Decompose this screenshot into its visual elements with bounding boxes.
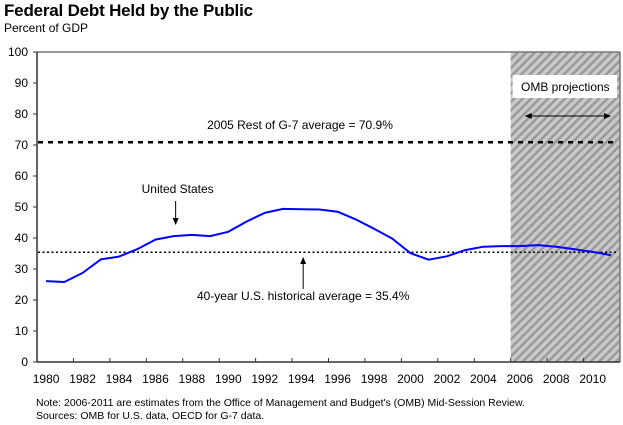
y-tick-label: 50 (15, 200, 29, 214)
projections-label: OMB projections (521, 80, 610, 94)
x-tick-label: 1990 (215, 372, 242, 386)
x-tick-label: 2002 (434, 372, 461, 386)
x-tick-label: 1988 (179, 372, 206, 386)
y-tick-label: 10 (15, 324, 29, 338)
y-tick-label: 0 (21, 355, 28, 369)
footnote-sources: Sources: OMB for U.S. data, OECD for G-7… (36, 410, 265, 422)
y-tick-label: 40 (15, 231, 29, 245)
x-tick-label: 1996 (324, 372, 351, 386)
g7-average-label: 2005 Rest of G-7 average = 70.9% (207, 118, 393, 132)
y-tick-label: 100 (8, 45, 28, 59)
x-tick-label: 1994 (288, 372, 315, 386)
x-tick-label: 2004 (470, 372, 497, 386)
projections-label-box (512, 75, 617, 98)
x-tick-label: 1982 (69, 372, 96, 386)
x-tick-label: 1986 (142, 372, 169, 386)
y-tick-label: 70 (15, 138, 29, 152)
x-tick-label: 2006 (506, 372, 533, 386)
x-tick-label: 1984 (106, 372, 133, 386)
chart-title: Federal Debt Held by the Public (4, 1, 253, 20)
chart-subtitle: Percent of GDP (4, 21, 89, 35)
historical-average-label: 40-year U.S. historical average = 35.4% (197, 289, 410, 303)
x-tick-label: 1980 (33, 372, 60, 386)
projection-shaded-region (510, 52, 620, 362)
x-tick-label: 1998 (361, 372, 388, 386)
y-tick-label: 30 (15, 262, 29, 276)
x-tick-label: 2010 (579, 372, 606, 386)
footnote-note: Note: 2006-2011 are estimates from the O… (36, 397, 525, 409)
y-tick-label: 60 (15, 169, 29, 183)
y-tick-label: 80 (15, 107, 29, 121)
x-tick-label: 1992 (251, 372, 278, 386)
y-tick-label: 20 (15, 293, 29, 307)
united-states-label: United States (142, 182, 214, 196)
x-tick-label: 2000 (397, 372, 424, 386)
series-line-united-states (46, 207, 612, 283)
x-tick-label: 2008 (543, 372, 570, 386)
y-tick-label: 90 (15, 76, 29, 90)
